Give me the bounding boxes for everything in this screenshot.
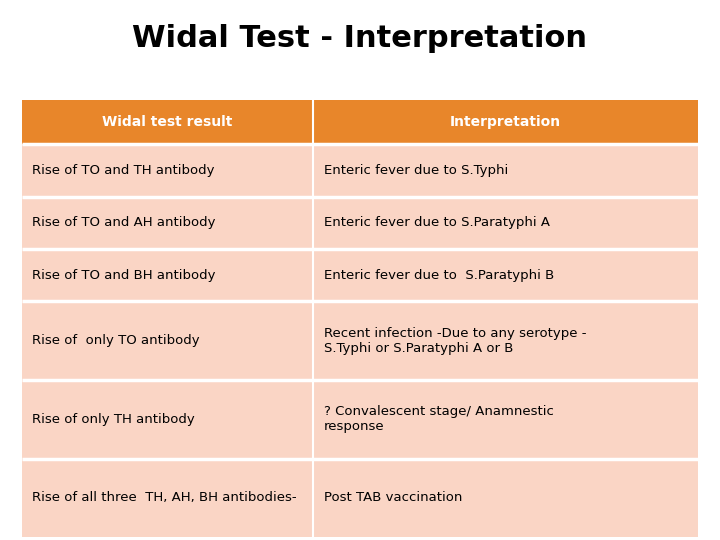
Text: ? Convalescent stage/ Anamnestic
response: ? Convalescent stage/ Anamnestic respons… bbox=[324, 406, 554, 434]
Text: Enteric fever due to  S.Paratyphi B: Enteric fever due to S.Paratyphi B bbox=[324, 269, 554, 282]
Text: Enteric fever due to S.Paratyphi A: Enteric fever due to S.Paratyphi A bbox=[324, 217, 550, 230]
Text: Rise of TO and AH antibody: Rise of TO and AH antibody bbox=[32, 217, 216, 230]
Bar bbox=[22, 380, 698, 458]
Text: Widal test result: Widal test result bbox=[102, 115, 233, 129]
Text: Enteric fever due to S.Typhi: Enteric fever due to S.Typhi bbox=[324, 164, 508, 177]
Bar bbox=[22, 458, 698, 537]
Text: Rise of  only TO antibody: Rise of only TO antibody bbox=[32, 334, 200, 347]
Bar bbox=[22, 144, 698, 197]
Text: Post TAB vaccination: Post TAB vaccination bbox=[324, 491, 462, 504]
Text: Widal Test - Interpretation: Widal Test - Interpretation bbox=[132, 24, 588, 53]
Text: Rise of TO and BH antibody: Rise of TO and BH antibody bbox=[32, 269, 216, 282]
Text: Rise of TO and TH antibody: Rise of TO and TH antibody bbox=[32, 164, 215, 177]
Bar bbox=[22, 197, 698, 249]
Text: Rise of only TH antibody: Rise of only TH antibody bbox=[32, 413, 195, 426]
Text: Recent infection -Due to any serotype -
S.Typhi or S.Paratyphi A or B: Recent infection -Due to any serotype - … bbox=[324, 327, 587, 355]
Bar bbox=[22, 249, 698, 301]
Text: Rise of all three  TH, AH, BH antibodies-: Rise of all three TH, AH, BH antibodies- bbox=[32, 491, 297, 504]
Bar bbox=[22, 100, 698, 144]
Bar bbox=[22, 301, 698, 380]
Text: Interpretation: Interpretation bbox=[450, 115, 562, 129]
